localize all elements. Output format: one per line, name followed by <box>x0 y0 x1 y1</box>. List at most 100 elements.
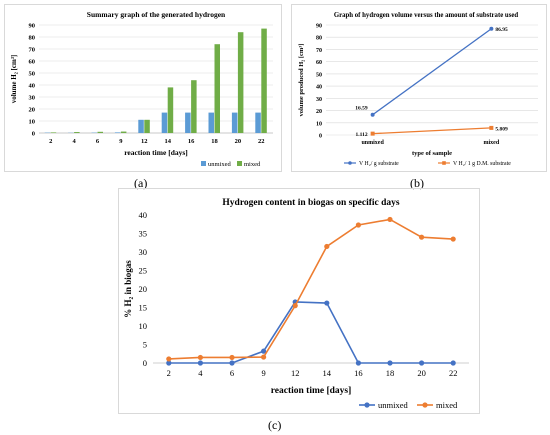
bar-mixed <box>97 131 103 133</box>
y-tick-label: 15 <box>139 303 148 313</box>
chart-title: Hydrogen content in biogas on specific d… <box>222 198 399 208</box>
chart-title: Graph of hydrogen volume versus the amou… <box>334 12 519 19</box>
y-tick-label: 20 <box>316 109 322 115</box>
x-tick-label: 18 <box>211 138 218 145</box>
y-tick-label: 60 <box>316 60 322 66</box>
data-point <box>370 131 375 136</box>
legend-marker <box>442 161 446 165</box>
y-axis-label: volume H₂ [cm³] <box>10 55 18 104</box>
bar-unmixed <box>114 132 121 133</box>
legend-label: mixed <box>244 161 261 168</box>
bar-unmixed <box>255 112 261 133</box>
x-tick-label: 12 <box>141 138 148 145</box>
legend-swatch <box>201 161 206 166</box>
data-point <box>197 360 203 366</box>
legend-marker <box>422 402 428 408</box>
data-label: 86.95 <box>495 27 508 33</box>
data-point <box>355 222 361 228</box>
x-tick-label: 6 <box>230 368 234 378</box>
data-point <box>197 354 203 361</box>
data-point <box>324 243 330 250</box>
y-tick-label: 70 <box>29 47 36 54</box>
y-tick-label: 0 <box>32 131 35 138</box>
legend-label: mixed <box>436 400 458 410</box>
bar-unmixed <box>161 112 168 133</box>
chart-panel-b: Graph of hydrogen volume versus the amou… <box>291 4 547 172</box>
data-point <box>489 26 494 31</box>
y-tick-label: 30 <box>29 95 36 102</box>
y-axis-label: volume produced H₂ [cm³] <box>298 44 305 117</box>
y-tick-label: 50 <box>29 71 36 78</box>
data-point <box>166 356 172 362</box>
legend-label: unmixed <box>208 161 231 168</box>
data-point <box>419 234 425 240</box>
data-point <box>261 354 267 360</box>
x-tick-label: 18 <box>386 368 395 378</box>
x-tick-label: 22 <box>449 368 458 378</box>
legend-label: unmixed <box>378 400 408 410</box>
legend-label: V H₂/ 1 g D.M. substrate <box>453 161 511 167</box>
x-tick-label: 2 <box>167 368 171 378</box>
y-tick-label: 90 <box>29 23 36 30</box>
data-label: 1.112 <box>356 132 368 138</box>
bar-mixed <box>144 119 150 133</box>
x-tick-label: 22 <box>258 138 265 145</box>
y-tick-label: 70 <box>316 48 322 54</box>
caption-a: (a) <box>134 176 148 190</box>
y-tick-label: 40 <box>316 85 322 91</box>
y-tick-label: 60 <box>29 59 36 66</box>
y-axis-label: % H₂ in biogas <box>123 260 133 318</box>
data-point <box>450 236 456 242</box>
y-tick-label: 90 <box>316 24 322 30</box>
y-tick-label: 10 <box>316 121 322 127</box>
x-tick-label: 9 <box>261 368 265 378</box>
chart-panel-c: Hydrogen content in biogas on specific d… <box>118 188 480 414</box>
y-tick-label: 10 <box>29 119 36 126</box>
bar-mixed <box>120 131 127 133</box>
y-tick-label: 80 <box>29 35 36 42</box>
x-tick-label: 4 <box>198 368 203 378</box>
caption-c: (c) <box>268 418 282 432</box>
x-axis-label: type of sample <box>412 150 452 157</box>
series-line-0 <box>168 301 454 364</box>
y-tick-label: 30 <box>139 247 148 257</box>
chart-a-svg: Summary graph of the generated hydrogen 0… <box>10 10 273 168</box>
y-tick-label: 20 <box>29 107 36 114</box>
legend-label: V H₂/ g substrate <box>359 161 399 167</box>
legend-marker <box>364 402 370 408</box>
bar-unmixed <box>138 119 144 133</box>
data-point <box>370 112 375 117</box>
x-tick-label: mixed <box>484 140 500 146</box>
x-tick-label: 14 <box>164 138 171 145</box>
y-tick-label: 40 <box>139 210 148 220</box>
bar-mixed <box>167 87 174 133</box>
data-point <box>387 360 393 366</box>
x-tick-label: 20 <box>235 138 242 145</box>
y-tick-label: 20 <box>139 284 148 294</box>
data-point <box>450 360 456 366</box>
series-line-1 <box>372 127 492 135</box>
data-point <box>355 360 361 366</box>
data-label: 5.809 <box>495 126 508 132</box>
x-tick-label: 14 <box>323 368 332 378</box>
y-tick-label: 35 <box>139 229 148 239</box>
chart-b-svg: Graph of hydrogen volume versus the amou… <box>298 12 538 167</box>
data-point <box>261 348 267 354</box>
x-tick-label: 16 <box>354 368 363 378</box>
bar-mixed <box>191 80 197 133</box>
y-tick-label: 10 <box>139 321 148 331</box>
data-point <box>419 360 425 366</box>
legend-marker <box>348 161 352 165</box>
y-tick-label: 0 <box>143 358 147 368</box>
y-tick-label: 40 <box>29 83 36 90</box>
x-tick-label: 20 <box>417 368 426 378</box>
bar-mixed <box>261 28 267 134</box>
x-tick-label: 4 <box>72 138 76 145</box>
x-tick-label: 2 <box>49 138 52 145</box>
y-tick-label: 5 <box>143 340 147 350</box>
x-tick-label: 6 <box>96 138 100 145</box>
data-point <box>166 360 172 366</box>
y-tick-label: 50 <box>316 72 322 78</box>
bar-unmixed <box>208 112 214 133</box>
x-tick-label: unmixed <box>361 140 384 146</box>
